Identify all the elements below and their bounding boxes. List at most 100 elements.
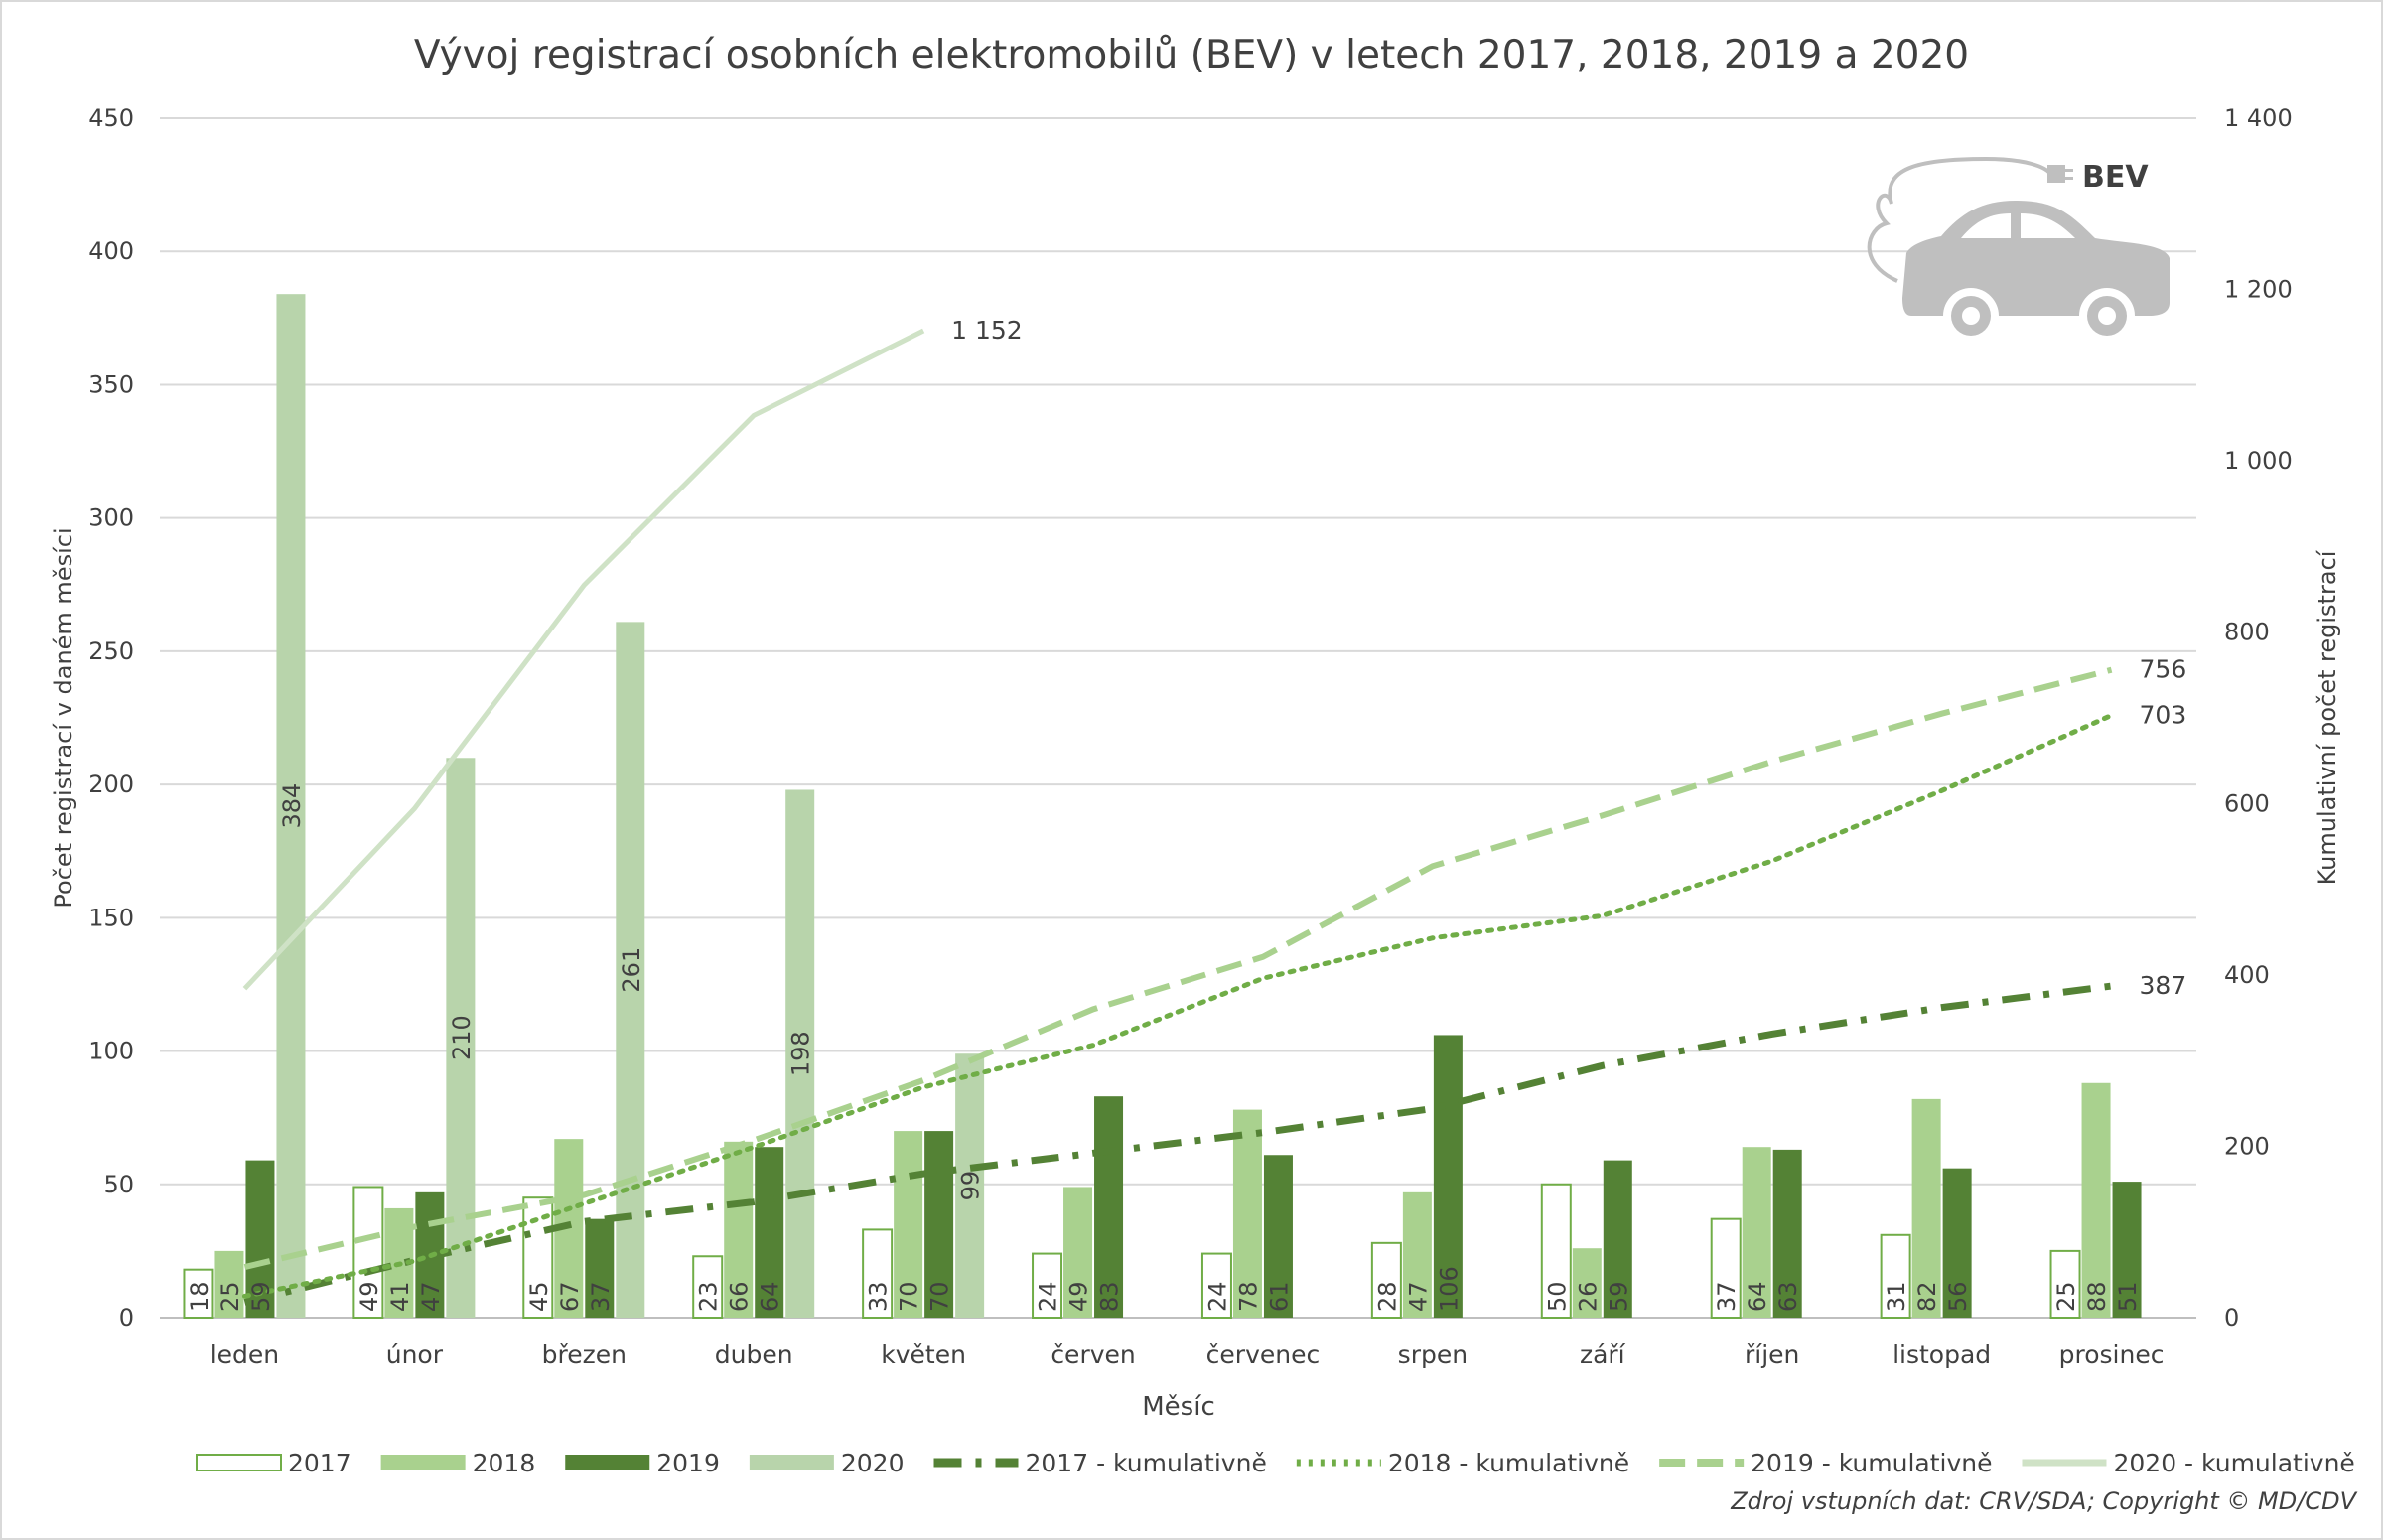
bar-2020-únor	[446, 758, 476, 1318]
y2-tick-label: 800	[2224, 619, 2270, 646]
bar-label: 31	[1883, 1281, 1910, 1312]
legend-label: 2020 - kumulativně	[2113, 1449, 2354, 1477]
bar-2018-leden	[214, 1250, 244, 1318]
line-2017 - kumulativně	[243, 982, 2112, 1306]
bar-2017-leden	[183, 1268, 214, 1320]
x-tick-label: listopad	[1892, 1340, 1991, 1369]
bar-label: 26	[1574, 1281, 1602, 1312]
bar-2017-prosinec	[2049, 1249, 2081, 1320]
y2-tick-label: 600	[2224, 789, 2270, 817]
y-tick-label: 0	[119, 1304, 134, 1331]
bar-2019-září	[1603, 1160, 1632, 1318]
legend-swatch	[749, 1455, 834, 1470]
legend-swatch	[380, 1455, 466, 1470]
bar-2018-srpen	[1402, 1191, 1432, 1318]
x-tick-label: březen	[542, 1340, 627, 1369]
gridlines	[160, 117, 2196, 1319]
line-end-label: 703	[2140, 700, 2187, 729]
bar-label: 261	[618, 947, 645, 993]
legend-label: 2019 - kumulativně	[1751, 1449, 1992, 1477]
line-2019 - kumulativně	[243, 666, 2113, 1271]
bar-2020-květen	[955, 1053, 985, 1318]
x-tick-label: srpen	[1398, 1340, 1468, 1369]
x-axis-title: Měsíc	[1142, 1392, 1215, 1422]
bar-label: 24	[1203, 1281, 1231, 1312]
bar-label: 41	[386, 1281, 414, 1312]
bar-label: 18	[186, 1281, 213, 1312]
y2-tick-label: 400	[2224, 961, 2270, 989]
bar-label: 33	[865, 1281, 893, 1312]
bar-label: 78	[1234, 1281, 1262, 1312]
x-tick-label: září	[1580, 1340, 1626, 1369]
legend-label: 2019	[656, 1449, 720, 1477]
bar-2018-květen	[894, 1131, 923, 1318]
x-tick-label: říjen	[1745, 1340, 1799, 1369]
bar-label: 198	[787, 1031, 815, 1076]
bar-label: 210	[448, 1015, 476, 1060]
bar-2020-duben	[785, 789, 815, 1318]
bar-2018-červen	[1063, 1187, 1093, 1318]
plug-icon	[2047, 165, 2073, 183]
bar-label: 64	[1744, 1281, 1771, 1312]
legend-swatch	[565, 1455, 650, 1470]
legend-label: 2017 - kumulativně	[1026, 1449, 1267, 1477]
legend-label: 2017	[288, 1449, 351, 1477]
bar-label: 59	[247, 1281, 275, 1312]
bar-label: 66	[726, 1281, 754, 1312]
y-tick-label: 400	[88, 237, 134, 265]
y-tick-label: 300	[88, 504, 134, 532]
line-2020 - kumulativně	[242, 328, 925, 991]
chart-title: Vývoj registrací osobních elektromobilů …	[414, 33, 1969, 77]
y-tick-label: 450	[88, 104, 134, 132]
x-tick-label: květen	[881, 1340, 966, 1369]
bar-label: 23	[695, 1281, 723, 1312]
line-2018 - kumulativně	[241, 712, 2115, 1299]
bar-label: 384	[278, 783, 306, 829]
bar-2019-duben	[755, 1147, 784, 1318]
bar-2020-březen	[616, 622, 645, 1318]
y2-tick-label: 1 000	[2224, 447, 2293, 475]
bar-label: 82	[1913, 1281, 1941, 1312]
bar-2017-říjen	[1710, 1217, 1742, 1319]
y-tick-label: 350	[88, 370, 134, 398]
cumulative-lines	[241, 328, 2115, 1306]
y-tick-label: 50	[103, 1171, 134, 1198]
bar-label: 67	[556, 1281, 584, 1312]
x-tick-label: prosinec	[2059, 1340, 2165, 1369]
bar-label: 83	[1096, 1281, 1124, 1312]
y2-axis-title: Kumulativní počet registrací	[2313, 549, 2341, 885]
legend-label: 2020	[841, 1449, 905, 1477]
bar-label: 59	[1605, 1281, 1632, 1312]
bar-2018-říjen	[1742, 1147, 1771, 1318]
logo-text: BEV	[2082, 160, 2149, 195]
bar-2019-květen	[924, 1131, 954, 1318]
bar-label: 61	[1265, 1281, 1293, 1312]
bar-label: 106	[1435, 1266, 1463, 1312]
bar-2017-listopad	[1880, 1233, 1911, 1320]
x-tick-label: červenec	[1206, 1340, 1321, 1369]
bar-2017-únor	[352, 1186, 384, 1320]
bar-label: 63	[1774, 1281, 1802, 1312]
bar-2019-červen	[1094, 1096, 1124, 1318]
y2-tick-label: 1 400	[2224, 104, 2293, 132]
bar-label: 37	[1713, 1281, 1741, 1312]
bar-label: 70	[896, 1281, 923, 1312]
bar-label: 25	[216, 1281, 244, 1312]
bev-logo: BEV	[1867, 156, 2170, 344]
y2-tick-label: 0	[2224, 1304, 2239, 1331]
bar-label: 64	[757, 1281, 784, 1312]
bars	[183, 294, 2142, 1320]
bar-2019-říjen	[1772, 1149, 1802, 1318]
x-tick-label: červen	[1051, 1340, 1135, 1369]
bar-2019-prosinec	[2112, 1182, 2142, 1318]
bar-label: 28	[1373, 1281, 1401, 1312]
source-note: Zdroj vstupních dat: CRV/SDA; Copyright …	[1730, 1487, 2357, 1515]
bar-2019-červenec	[1263, 1155, 1293, 1318]
bar-label: 99	[957, 1171, 985, 1201]
legend-label: 2018	[473, 1449, 536, 1477]
bar-2017-květen	[862, 1228, 894, 1319]
bar-2018-prosinec	[2081, 1082, 2111, 1318]
bar-label: 50	[1543, 1281, 1571, 1312]
line-end-label: 387	[2140, 971, 2187, 1000]
bar-2018-listopad	[1911, 1098, 1941, 1318]
